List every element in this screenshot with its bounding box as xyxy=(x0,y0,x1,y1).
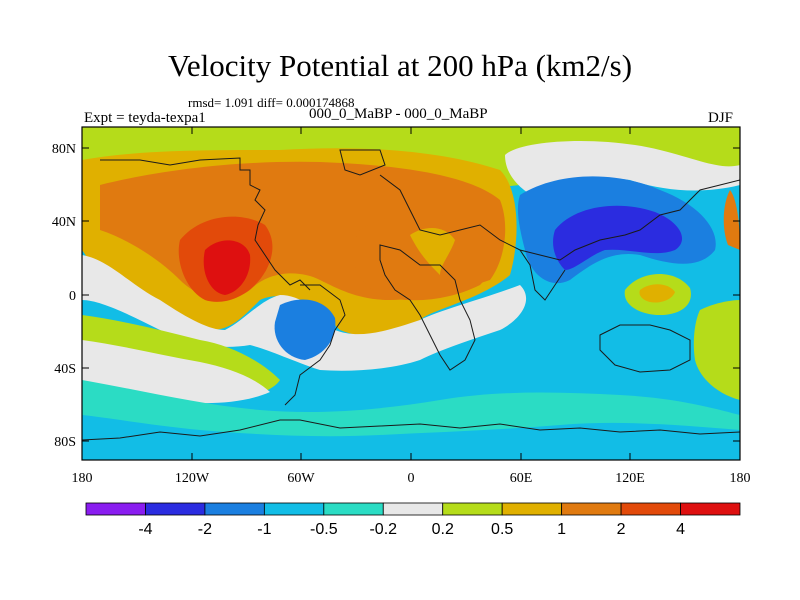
colorbar-box xyxy=(561,502,622,516)
lon-tick-180w: 180 xyxy=(72,471,93,486)
southern-grey-band xyxy=(82,340,270,404)
colorbar-label: 1 xyxy=(557,521,566,538)
map-field xyxy=(82,127,740,460)
colorbar-label: 0.2 xyxy=(432,521,454,538)
lon-tick-0: 0 xyxy=(408,471,415,486)
coast-eurasia xyxy=(379,174,740,261)
lat-tick-40s: 40S xyxy=(54,362,76,377)
colorbar-box xyxy=(382,502,444,516)
case-label: 000_0_MaBP - 000_0_MaBP xyxy=(309,106,488,122)
colorbar-label: -1 xyxy=(257,521,271,538)
experiment-label: Expt = teyda-texpa1 xyxy=(84,110,206,126)
dateline-green-edge xyxy=(693,300,740,400)
lon-tick-60w: 60W xyxy=(287,471,315,486)
coast-africa xyxy=(379,244,476,371)
colorbar-label: 0.5 xyxy=(491,521,513,538)
eastern-pacific-core xyxy=(203,240,251,295)
lat-tick-80s: 80S xyxy=(54,435,76,450)
colorbar-box xyxy=(204,502,265,516)
stats-line: rmsd= 1.091 diff= 0.000174868 xyxy=(188,95,355,110)
colorbar: -4 -2 -1 -0.5 -0.2 0.2 0.5 1 2 4 xyxy=(85,502,741,538)
coast-antarctica xyxy=(82,419,740,441)
coast-india xyxy=(519,249,566,301)
coast-greenland xyxy=(339,149,386,176)
coast-south-america xyxy=(284,284,346,406)
colorbar-label: -0.2 xyxy=(369,521,397,538)
lat-tick-40n: 40N xyxy=(52,215,76,230)
colorbar-box xyxy=(501,502,563,516)
southern-aqua-band xyxy=(82,380,740,437)
lon-tick-120e: 120E xyxy=(615,471,645,486)
figure-title: Velocity Potential at 200 hPa (km2/s) xyxy=(167,48,633,83)
lon-tick-180e: 180 xyxy=(730,471,751,486)
colorbar-label: -0.5 xyxy=(310,521,338,538)
lon-tick-120w: 120W xyxy=(175,471,210,486)
lat-tick-0: 0 xyxy=(69,289,76,304)
colorbar-label: 2 xyxy=(617,521,626,538)
longitude-axis: 180 120W 60W 0 60E 120E 180 xyxy=(72,127,751,486)
pacific-yellow-island xyxy=(639,284,675,303)
coast-north-america xyxy=(100,157,311,291)
lon-tick-60e: 60E xyxy=(510,471,533,486)
colorbar-box xyxy=(263,502,325,516)
coast-australia xyxy=(599,324,691,373)
colorbar-label: 4 xyxy=(676,521,685,538)
colorbar-box xyxy=(145,502,206,516)
colorbar-box xyxy=(85,502,146,516)
dateline-orange-edge xyxy=(723,190,740,250)
asia-blue-deep xyxy=(553,205,683,270)
season-label: DJF xyxy=(708,110,734,126)
colorbar-label: -2 xyxy=(198,521,212,538)
colorbar-box xyxy=(323,502,384,516)
colorbar-box xyxy=(680,502,741,516)
colorbar-box xyxy=(442,502,503,516)
colorbar-label: -4 xyxy=(138,521,152,538)
tibet-yellow-tongue xyxy=(410,228,455,275)
coastlines xyxy=(82,149,740,441)
africa-eurasia-orange xyxy=(352,213,491,301)
lat-tick-80n: 80N xyxy=(52,142,76,157)
south-atlantic-blue xyxy=(274,299,336,360)
colorbar-box xyxy=(620,502,681,516)
latitude-axis: 80N 40N 0 40S 80S xyxy=(52,142,740,450)
